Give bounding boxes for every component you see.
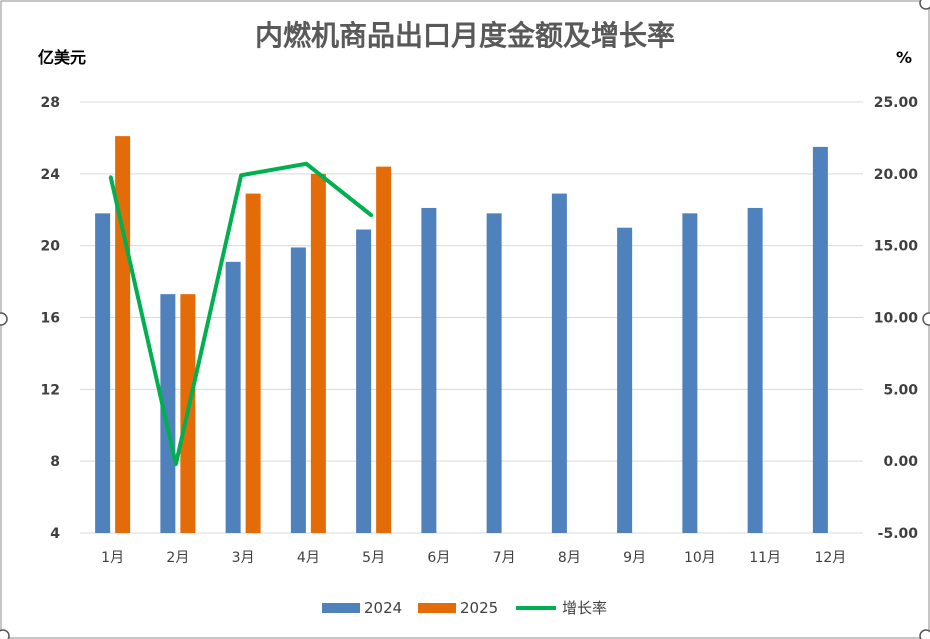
resize-handle-top-right[interactable]	[919, 0, 930, 10]
line-point	[239, 173, 243, 177]
y-axis-right-label: %	[896, 48, 912, 67]
line-point	[174, 462, 178, 466]
y-axis-right-ticks: -5.00 0.00 5.00 10.00 15.00 20.00 25.00	[874, 95, 919, 542]
y-axis-left-ticks: 4 8 12 16 20 24 28	[41, 95, 61, 542]
resize-handle-bottom-left[interactable]	[0, 629, 10, 639]
line-point	[370, 213, 374, 217]
y-left-tick-label: 24	[41, 167, 61, 183]
chart-title: 内燃机商品出口月度金额及增长率	[255, 19, 675, 52]
legend-label: 2025	[460, 599, 498, 617]
growth-line	[108, 161, 374, 467]
x-axis-ticks: 1月 2月 3月 4月 5月 6月 7月 8月 9月 10月 11月 12月	[101, 550, 846, 566]
x-tick-label: 2月	[166, 550, 189, 566]
bar-2024	[812, 146, 828, 534]
legend-label: 2024	[364, 599, 402, 617]
legend-swatch-2024	[322, 603, 360, 613]
y-right-tick-label: 5.00	[883, 382, 918, 398]
bar-2024	[290, 247, 306, 533]
x-tick-label: 8月	[558, 550, 581, 566]
bar-2024	[356, 229, 372, 534]
y-right-tick-label: 15.00	[874, 239, 919, 255]
resize-handle-right[interactable]	[922, 312, 930, 326]
legend-swatch-2025	[418, 603, 456, 613]
bar-2025	[310, 173, 326, 534]
y-right-tick-label: -5.00	[878, 526, 919, 542]
x-tick-label: 9月	[623, 550, 646, 566]
y-left-tick-label: 8	[50, 454, 60, 470]
y-left-tick-label: 16	[41, 311, 60, 327]
x-tick-label: 5月	[362, 550, 385, 566]
legend-label: 增长率	[562, 599, 607, 617]
y-axis-left-label: 亿美元	[38, 48, 86, 67]
x-tick-label: 10月	[684, 550, 716, 566]
bar-2024	[551, 193, 567, 533]
x-tick-label: 12月	[814, 550, 846, 566]
x-tick-label: 4月	[297, 550, 320, 566]
bar-2024	[421, 207, 437, 533]
x-tick-label: 7月	[493, 550, 516, 566]
bar-2024	[486, 213, 502, 533]
bar-2024	[225, 261, 241, 533]
bar-2024	[747, 207, 763, 533]
x-tick-label: 1月	[101, 550, 124, 566]
y-right-tick-label: 25.00	[874, 95, 919, 111]
x-tick-label: 11月	[749, 550, 781, 566]
bar-2025	[115, 136, 131, 533]
y-right-tick-label: 0.00	[883, 454, 918, 470]
line-point	[109, 175, 113, 179]
y-left-tick-label: 28	[41, 95, 60, 111]
bar-2025	[376, 166, 392, 533]
bar-2025	[245, 193, 261, 533]
legend: 2024 2025 增长率	[322, 599, 607, 617]
resize-handle-bottom-right[interactable]	[919, 629, 930, 639]
bar-2024	[160, 294, 176, 533]
bar-2024	[95, 213, 111, 533]
y-left-tick-label: 4	[50, 526, 60, 542]
resize-handle-left[interactable]	[0, 312, 8, 326]
line-point	[304, 162, 308, 166]
bar-2024	[617, 227, 633, 534]
y-left-tick-label: 12	[41, 382, 60, 398]
bar-2024	[682, 213, 698, 533]
x-tick-label: 6月	[427, 550, 450, 566]
bars	[95, 136, 828, 534]
y-right-tick-label: 20.00	[874, 167, 919, 183]
y-left-tick-label: 20	[41, 239, 61, 255]
x-tick-label: 3月	[232, 550, 255, 566]
y-right-tick-label: 10.00	[874, 311, 919, 327]
